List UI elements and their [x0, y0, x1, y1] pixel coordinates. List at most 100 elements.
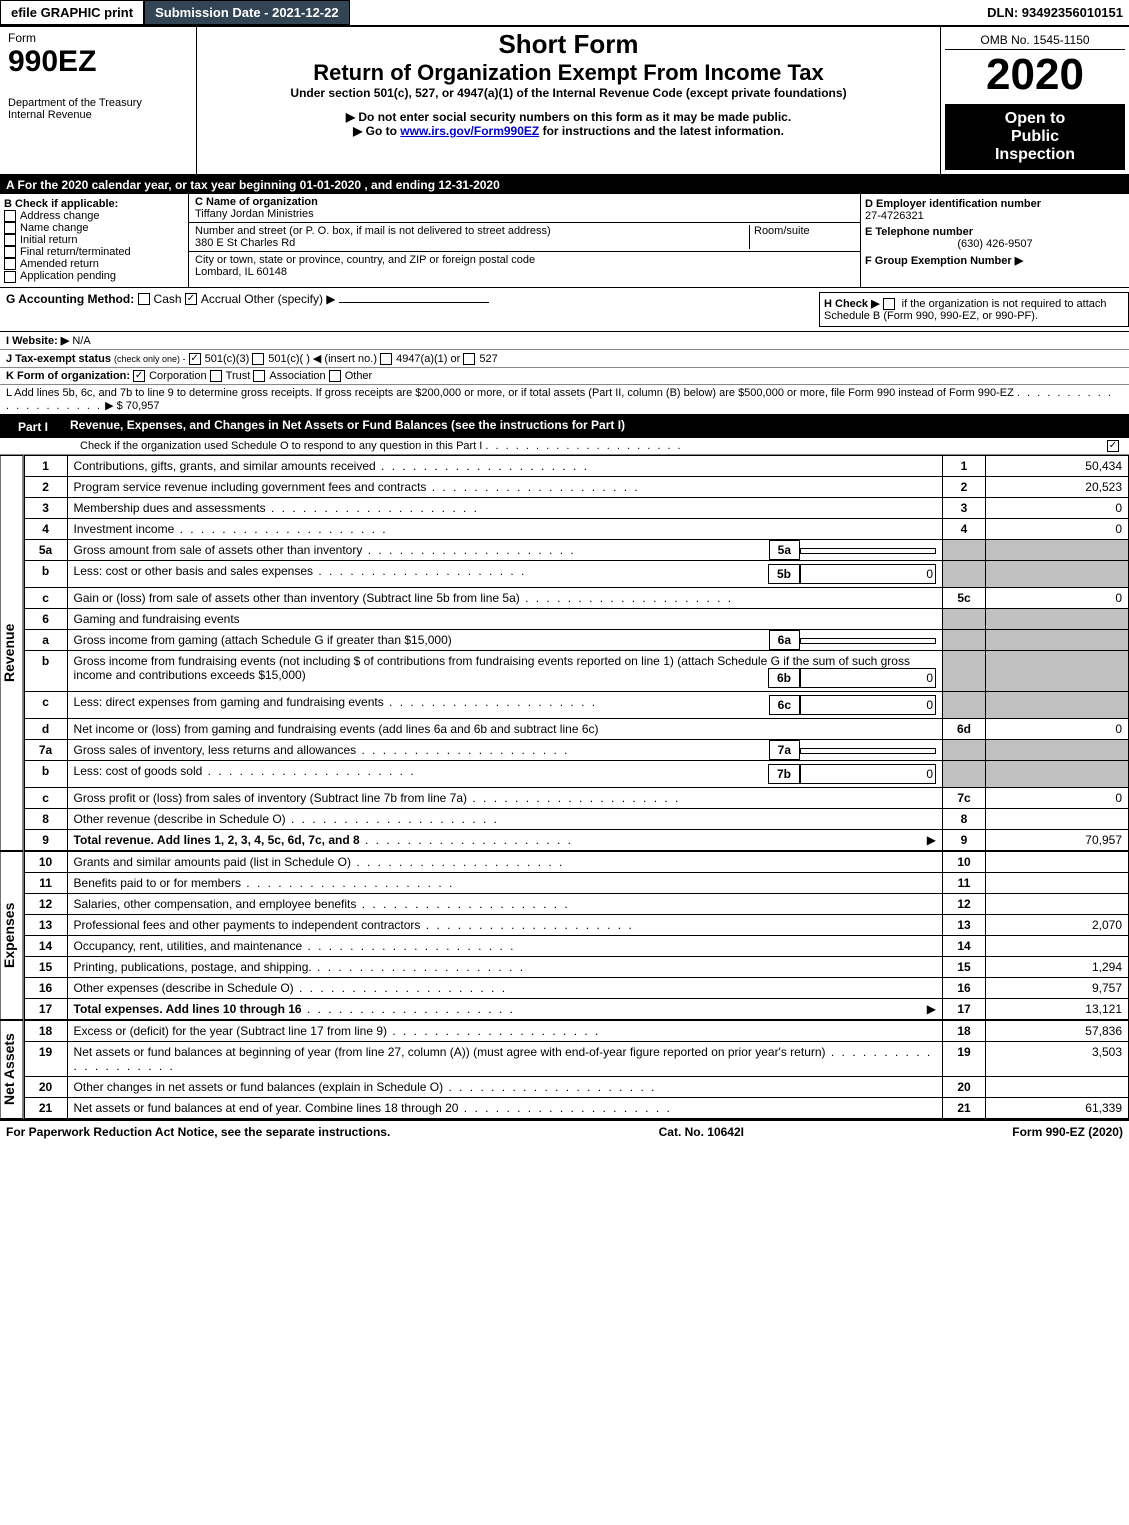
- line-k: K Form of organization: Corporation Trus…: [0, 368, 1129, 385]
- table-row: 15Printing, publications, postage, and s…: [24, 956, 1128, 977]
- table-row: cGain or (loss) from sale of assets othe…: [24, 587, 1128, 608]
- checkbox-527[interactable]: [463, 353, 475, 365]
- open-line-3: Inspection: [951, 146, 1119, 164]
- box-d-e-f: D Employer identification number 27-4726…: [860, 194, 1129, 287]
- sidebar-net-assets: Net Assets: [0, 1020, 24, 1119]
- checkbox-association[interactable]: [253, 370, 265, 382]
- label-group-exemption: F Group Exemption Number ▶: [865, 254, 1125, 267]
- part-1-check-line: Check if the organization used Schedule …: [0, 438, 1129, 455]
- checkbox-name-change[interactable]: [4, 222, 16, 234]
- efile-print-button[interactable]: efile GRAPHIC print: [0, 0, 144, 25]
- checkbox-schedule-b[interactable]: [883, 298, 895, 310]
- table-row: bLess: cost or other basis and sales exp…: [24, 560, 1128, 587]
- label-501c: 501(c)( ) ◀ (insert no.): [268, 353, 377, 365]
- expenses-table: 10Grants and similar amounts paid (list …: [24, 851, 1129, 1020]
- goto-suffix: for instructions and the latest informat…: [543, 124, 784, 138]
- checkbox-address-change[interactable]: [4, 210, 16, 222]
- form-word: Form: [8, 31, 188, 45]
- checkbox-accrual[interactable]: [185, 293, 197, 305]
- checkbox-initial-return[interactable]: [4, 234, 16, 246]
- ein-value: 27-4726321: [865, 210, 1125, 222]
- label-ein: D Employer identification number: [865, 198, 1125, 210]
- short-form-title: Short Form: [205, 29, 932, 60]
- table-row: 1Contributions, gifts, grants, and simil…: [24, 455, 1128, 476]
- line-j: J Tax-exempt status (check only one) - 5…: [0, 350, 1129, 368]
- label-4947: 4947(a)(1) or: [396, 353, 460, 365]
- label-org-name: C Name of organization: [195, 196, 854, 208]
- ssn-warning: ▶ Do not enter social security numbers o…: [205, 110, 932, 124]
- submission-date-badge: Submission Date - 2021-12-22: [144, 0, 350, 25]
- label-501c3: 501(c)(3): [205, 353, 250, 365]
- website-value: N/A: [72, 335, 90, 347]
- table-row: aGross income from gaming (attach Schedu…: [24, 629, 1128, 650]
- label-name-change: Name change: [20, 222, 89, 234]
- box-c: C Name of organization Tiffany Jordan Mi…: [189, 194, 860, 287]
- label-other-method: Other (specify) ▶: [244, 292, 335, 306]
- checkbox-other-org[interactable]: [329, 370, 341, 382]
- expenses-section: Expenses 10Grants and similar amounts pa…: [0, 851, 1129, 1020]
- checkbox-final-return[interactable]: [4, 246, 16, 258]
- telephone-value: (630) 426-9507: [865, 238, 1125, 250]
- table-row: 20Other changes in net assets or fund ba…: [24, 1076, 1128, 1097]
- irs-label: Internal Revenue: [8, 109, 188, 121]
- label-address-change: Address change: [20, 210, 100, 222]
- dln-label: DLN: 93492356010151: [987, 5, 1129, 20]
- dept-label: Department of the Treasury: [8, 97, 188, 109]
- line-i: I Website: ▶ N/A: [0, 332, 1129, 350]
- label-accrual: Accrual: [201, 292, 241, 306]
- table-row: 9Total revenue. Add lines 1, 2, 3, 4, 5c…: [24, 829, 1128, 850]
- checkbox-trust[interactable]: [210, 370, 222, 382]
- table-row: 18Excess or (deficit) for the year (Subt…: [24, 1020, 1128, 1041]
- label-check-one: (check only one) -: [114, 354, 186, 364]
- box-b: B Check if applicable: Address change Na…: [0, 194, 189, 287]
- open-to-public: Open to Public Inspection: [945, 104, 1125, 170]
- irs-link[interactable]: www.irs.gov/Form990EZ: [400, 124, 539, 138]
- open-line-1: Open to: [951, 110, 1119, 128]
- arrow-l: ▶ $: [105, 400, 123, 412]
- table-row: 6Gaming and fundraising events: [24, 608, 1128, 629]
- footer-center: Cat. No. 10642I: [659, 1125, 744, 1139]
- revenue-table: 1Contributions, gifts, grants, and simil…: [24, 455, 1129, 851]
- table-row: 17Total expenses. Add lines 10 through 1…: [24, 998, 1128, 1019]
- checkbox-501c3[interactable]: [189, 353, 201, 365]
- goto-prefix: ▶ Go to: [353, 124, 400, 138]
- label-application-pending: Application pending: [20, 270, 116, 282]
- other-method-input[interactable]: [339, 302, 489, 303]
- line-h: H Check ▶ if the organization is not req…: [819, 292, 1129, 327]
- label-cash: Cash: [154, 292, 182, 306]
- table-row: 2Program service revenue including gover…: [24, 476, 1128, 497]
- city-state-zip: Lombard, IL 60148: [195, 266, 854, 278]
- room-suite: Room/suite: [749, 225, 854, 249]
- org-name: Tiffany Jordan Ministries: [195, 208, 854, 220]
- checkbox-cash[interactable]: [138, 293, 150, 305]
- subtitle: Under section 501(c), 527, or 4947(a)(1)…: [205, 86, 932, 100]
- label-corporation: Corporation: [149, 370, 206, 382]
- section-a-period: A For the 2020 calendar year, or tax yea…: [0, 176, 1129, 194]
- return-title: Return of Organization Exempt From Incom…: [205, 60, 932, 86]
- label-tax-exempt: J Tax-exempt status: [6, 353, 111, 365]
- part-1-check-text: Check if the organization used Schedule …: [80, 440, 482, 452]
- entity-info-grid: B Check if applicable: Address change Na…: [0, 194, 1129, 288]
- table-row: dNet income or (loss) from gaming and fu…: [24, 718, 1128, 739]
- sidebar-revenue: Revenue: [0, 455, 24, 851]
- table-row: 12Salaries, other compensation, and empl…: [24, 893, 1128, 914]
- part-1-title: Revenue, Expenses, and Changes in Net As…: [60, 418, 625, 436]
- box-b-title: B Check if applicable:: [4, 198, 184, 210]
- checkbox-schedule-o[interactable]: [1107, 440, 1119, 452]
- label-association: Association: [269, 370, 325, 382]
- part-1-header: Part I Revenue, Expenses, and Changes in…: [0, 416, 1129, 438]
- checkbox-corporation[interactable]: [133, 370, 145, 382]
- checkbox-4947[interactable]: [380, 353, 392, 365]
- gross-receipts-value: 70,957: [126, 400, 160, 412]
- checkbox-amended-return[interactable]: [4, 258, 16, 270]
- table-row: 16Other expenses (describe in Schedule O…: [24, 977, 1128, 998]
- label-city: City or town, state or province, country…: [195, 254, 854, 266]
- table-row: 7aGross sales of inventory, less returns…: [24, 739, 1128, 760]
- sidebar-expenses: Expenses: [0, 851, 24, 1020]
- table-row: 8Other revenue (describe in Schedule O)8: [24, 808, 1128, 829]
- checkbox-application-pending[interactable]: [4, 271, 16, 283]
- label-form-org: K Form of organization:: [6, 370, 130, 382]
- table-row: cLess: direct expenses from gaming and f…: [24, 691, 1128, 718]
- table-row: bGross income from fundraising events (n…: [24, 650, 1128, 691]
- checkbox-501c[interactable]: [252, 353, 264, 365]
